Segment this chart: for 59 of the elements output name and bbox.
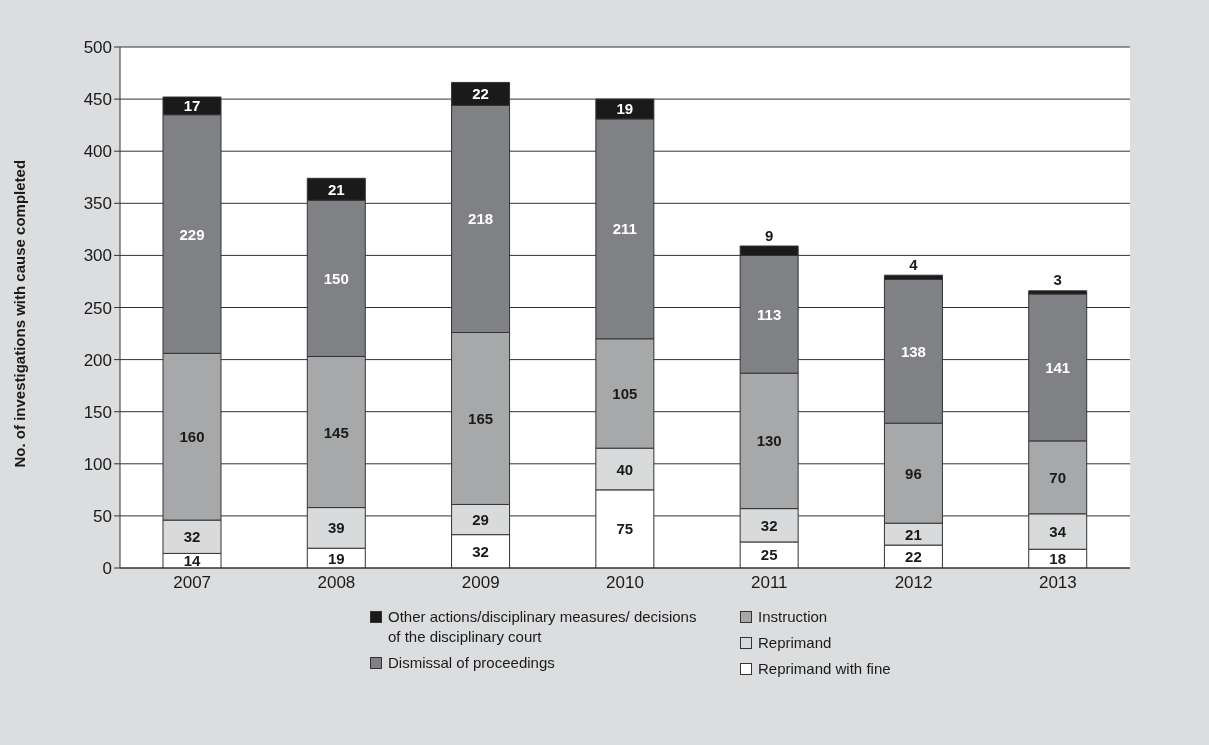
x-tick-label: 2010 <box>606 573 644 593</box>
legend-label: Reprimand with fine <box>758 659 891 679</box>
x-tick-label: 2013 <box>1038 573 1077 593</box>
x-tick-label: 2011 <box>751 573 788 593</box>
data-label: 3 <box>1053 271 1062 289</box>
data-label: 150 <box>323 269 349 287</box>
data-label: 141 <box>1045 358 1071 376</box>
data-label: 19 <box>327 549 345 567</box>
data-label: 39 <box>327 519 345 537</box>
y-tick-label: 50 <box>93 506 112 526</box>
data-label: 22 <box>905 548 922 566</box>
y-tick-label: 350 <box>83 194 112 214</box>
data-label: 21 <box>905 525 922 543</box>
data-label: 17 <box>183 97 201 115</box>
data-label: 105 <box>612 384 638 402</box>
data-label: 14 <box>183 552 201 570</box>
data-label: 229 <box>179 225 205 243</box>
x-tick-label: 2009 <box>461 573 500 593</box>
legend-label: Dismissal of proceedings <box>388 653 555 673</box>
data-label: 18 <box>1049 550 1067 568</box>
y-tick-label: 100 <box>83 454 112 474</box>
data-label: 138 <box>900 342 926 360</box>
y-tick-label: 500 <box>83 38 112 58</box>
data-label: 25 <box>760 546 778 564</box>
x-tick-label: 2007 <box>173 573 212 593</box>
y-tick-label: 150 <box>83 402 112 422</box>
y-axis-title: No. of investigations with cause completed <box>11 159 29 468</box>
y-tick-label: 400 <box>83 142 112 162</box>
data-label: 32 <box>760 516 778 534</box>
x-tick-label: 2008 <box>317 573 356 593</box>
legend-label: Other actions/disciplinary measures/ decisions of the disciplinary court <box>388 607 698 647</box>
data-label: 32 <box>472 542 489 560</box>
data-label: 40 <box>616 460 634 478</box>
data-label: 160 <box>179 428 205 446</box>
data-label: 218 <box>468 210 494 228</box>
data-label: 4 <box>909 255 919 273</box>
data-label: 211 <box>612 220 637 238</box>
data-label: 21 <box>327 180 345 198</box>
data-label: 96 <box>905 464 922 482</box>
y-tick-label: 250 <box>83 298 112 318</box>
data-label: 32 <box>183 528 201 546</box>
x-tick-label: 2012 <box>894 573 933 593</box>
data-label: 145 <box>323 423 349 441</box>
data-label: 29 <box>472 511 489 529</box>
data-label: 22 <box>472 85 489 103</box>
data-label: 75 <box>616 520 634 538</box>
y-tick-label: 300 <box>83 246 112 266</box>
y-tick-label: 450 <box>83 90 112 110</box>
data-label: 113 <box>757 305 782 323</box>
legend-label: Instruction <box>758 607 828 627</box>
data-label: 70 <box>1049 468 1067 486</box>
legend-label: Reprimand <box>758 633 832 653</box>
data-label: 165 <box>468 409 494 427</box>
y-tick-label: 200 <box>83 350 112 370</box>
data-label: 34 <box>1049 523 1067 541</box>
data-label: 19 <box>616 100 634 118</box>
data-label: 130 <box>756 432 782 450</box>
data-label: 9 <box>764 226 774 244</box>
y-tick-label: 0 <box>102 559 112 579</box>
